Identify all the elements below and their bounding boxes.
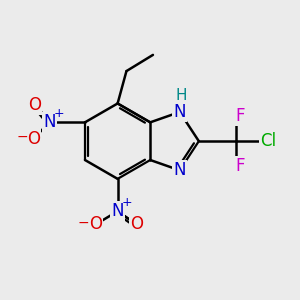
Text: N: N [111, 202, 124, 220]
Text: N: N [44, 113, 56, 131]
Text: Cl: Cl [260, 132, 276, 150]
Text: F: F [235, 157, 245, 175]
Text: H: H [176, 88, 187, 103]
Text: O: O [130, 215, 143, 233]
Text: +: + [122, 196, 132, 209]
Text: O: O [89, 215, 102, 233]
Text: O: O [28, 96, 41, 114]
Text: N: N [173, 103, 186, 121]
Text: N: N [173, 161, 186, 179]
Text: +: + [54, 107, 64, 120]
Text: −: − [16, 130, 28, 144]
Text: O: O [27, 130, 40, 148]
Text: F: F [235, 107, 245, 125]
Text: −: − [77, 216, 89, 230]
